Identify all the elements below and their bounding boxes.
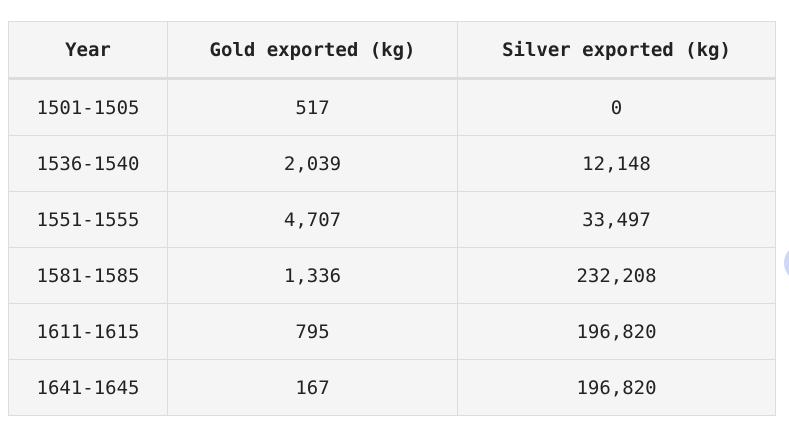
cell-year: 1641-1645 [8, 359, 168, 416]
table-row: 1551-1555 4,707 33,497 [8, 191, 776, 248]
table-row: 1501-1505 517 0 [8, 78, 776, 136]
cell-year: 1611-1615 [8, 303, 168, 360]
table-row: 1536-1540 2,039 12,148 [8, 135, 776, 192]
table-row: 1641-1645 167 196,820 [8, 359, 776, 416]
cell-year: 1581-1585 [8, 247, 168, 304]
cell-silver: 196,820 [457, 303, 776, 360]
header-year: Year [8, 21, 168, 80]
header-silver-exported: Silver exported (kg) [457, 21, 776, 80]
cell-silver: 12,148 [457, 135, 776, 192]
cell-gold: 795 [167, 303, 458, 360]
cell-gold: 517 [167, 78, 458, 136]
export-table: Year Gold exported (kg) Silver exported … [8, 21, 776, 416]
table-header-row: Year Gold exported (kg) Silver exported … [8, 21, 776, 80]
header-gold-exported: Gold exported (kg) [167, 21, 458, 80]
cell-gold: 167 [167, 359, 458, 416]
cell-gold: 1,336 [167, 247, 458, 304]
cell-gold: 4,707 [167, 191, 458, 248]
cell-silver: 33,497 [457, 191, 776, 248]
cell-silver: 232,208 [457, 247, 776, 304]
floating-side-button[interactable] [784, 244, 789, 282]
cell-silver: 196,820 [457, 359, 776, 416]
table-row: 1611-1615 795 196,820 [8, 303, 776, 360]
cell-year: 1551-1555 [8, 191, 168, 248]
cell-gold: 2,039 [167, 135, 458, 192]
cell-year: 1501-1505 [8, 78, 168, 136]
table-row: 1581-1585 1,336 232,208 [8, 247, 776, 304]
cell-silver: 0 [457, 78, 776, 136]
cell-year: 1536-1540 [8, 135, 168, 192]
